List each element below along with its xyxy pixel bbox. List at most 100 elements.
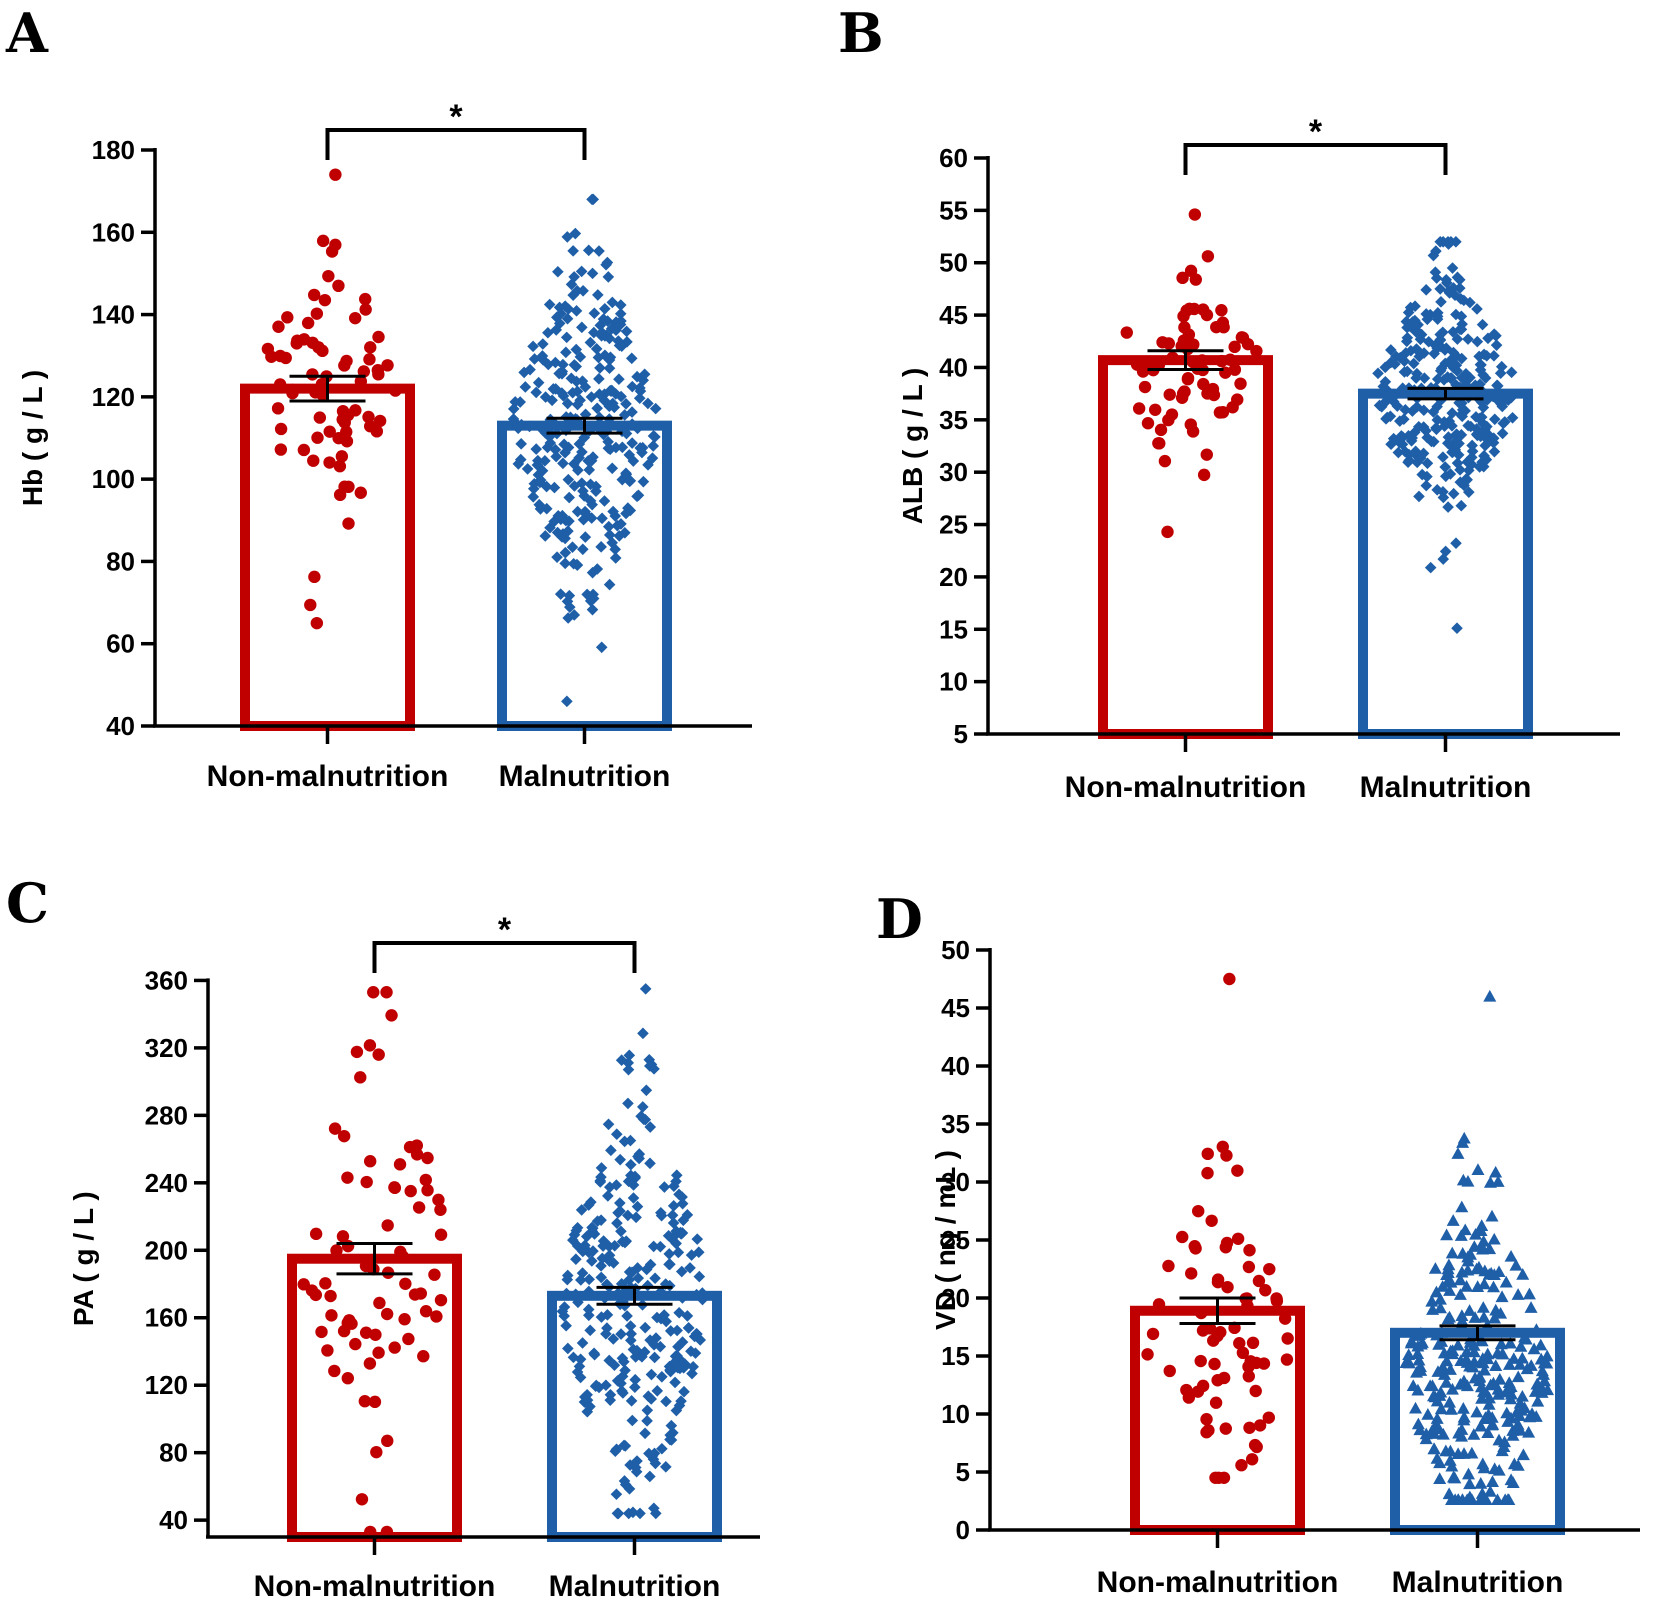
data-point <box>372 1048 385 1061</box>
bar-non-malnutrition <box>240 383 415 731</box>
data-point <box>380 986 393 999</box>
data-point <box>549 417 561 430</box>
data-point <box>576 1267 589 1279</box>
data-point <box>666 1209 679 1222</box>
data-point <box>614 318 627 331</box>
data-point <box>624 1459 636 1471</box>
data-point <box>1162 413 1175 427</box>
data-point <box>619 1440 632 1452</box>
panel-c: C 40 80 120 160 200 240 280 320 360 Non-malnutrit… <box>6 871 760 1603</box>
data-point <box>1446 407 1458 419</box>
data-point <box>373 414 387 428</box>
data-point <box>1518 1330 1532 1343</box>
data-point <box>273 378 287 391</box>
data-point <box>1180 1383 1193 1397</box>
data-point <box>608 401 621 414</box>
data-point <box>540 480 553 493</box>
data-point <box>577 285 589 297</box>
data-point <box>619 1236 631 1249</box>
data-point <box>1468 1311 1482 1323</box>
data-point <box>274 422 288 436</box>
data-point <box>594 362 606 374</box>
data-point <box>1228 340 1241 354</box>
data-point <box>1426 1303 1440 1315</box>
data-point <box>1384 388 1397 401</box>
data-point <box>372 1346 385 1359</box>
data-point <box>1514 1340 1528 1352</box>
data-point <box>612 1507 625 1520</box>
data-point <box>1433 1456 1447 1469</box>
data-point <box>1141 417 1155 430</box>
data-point <box>1476 1352 1490 1364</box>
data-point <box>402 1332 415 1346</box>
data-point <box>615 1225 627 1238</box>
data-point <box>430 1310 443 1323</box>
data-point <box>1494 367 1507 380</box>
data-point <box>1499 1275 1513 1288</box>
data-point <box>615 340 628 352</box>
data-point <box>414 1287 428 1300</box>
y-tick-label: 50 <box>941 935 970 965</box>
data-point <box>1428 1262 1442 1274</box>
data-point <box>603 1249 616 1262</box>
data-point <box>1196 303 1210 316</box>
data-point <box>363 1357 377 1370</box>
data-point <box>586 193 598 206</box>
data-point <box>1442 235 1454 248</box>
data-point <box>1522 1287 1536 1300</box>
data-point <box>1401 365 1414 378</box>
data-point <box>634 382 646 394</box>
data-point <box>646 1450 659 1462</box>
data-point <box>1455 1493 1469 1506</box>
data-point <box>560 1287 573 1300</box>
data-point <box>649 402 662 415</box>
data-point <box>1425 1379 1439 1392</box>
data-point <box>1410 372 1422 384</box>
data-point <box>632 1272 645 1284</box>
data-point <box>601 256 614 269</box>
data-point <box>1228 363 1242 376</box>
data-point <box>630 1465 643 1478</box>
data-point <box>576 446 588 458</box>
data-point <box>1393 436 1406 449</box>
data-point <box>1488 1311 1502 1324</box>
data-point <box>1413 1423 1427 1436</box>
data-point <box>660 1461 672 1473</box>
data-point <box>309 386 322 399</box>
data-point <box>1487 390 1499 403</box>
data-point <box>639 1113 652 1126</box>
data-point <box>1503 1336 1517 1349</box>
data-point <box>1385 438 1397 451</box>
data-point <box>372 330 385 344</box>
data-point <box>1243 1244 1256 1257</box>
data-point <box>598 394 611 407</box>
data-point <box>1479 423 1491 436</box>
data-point <box>1180 304 1193 317</box>
data-point <box>573 451 585 464</box>
data-point <box>556 368 568 380</box>
data-point <box>1427 249 1440 262</box>
data-point <box>620 325 633 338</box>
category-label: Non-malnutrition <box>207 760 449 793</box>
data-point <box>550 324 563 336</box>
error-bar <box>1439 1324 1516 1342</box>
data-point <box>1439 1444 1453 1457</box>
data-point <box>357 365 371 378</box>
data-point <box>561 397 574 410</box>
data-point <box>359 1326 373 1339</box>
data-point <box>1443 1363 1457 1375</box>
data-point <box>1141 1348 1154 1361</box>
data-point <box>689 1347 702 1359</box>
data-point <box>521 463 534 475</box>
error-bar <box>546 416 623 435</box>
data-point <box>428 1268 441 1281</box>
data-point <box>523 420 536 433</box>
data-point <box>1482 1391 1496 1404</box>
y-tick-label: 25 <box>941 1225 970 1255</box>
data-point <box>1281 1332 1294 1345</box>
data-point <box>410 1139 424 1152</box>
data-point <box>1535 1386 1549 1398</box>
data-point <box>1473 412 1486 425</box>
data-point <box>1460 1279 1474 1292</box>
data-point <box>644 1060 656 1072</box>
